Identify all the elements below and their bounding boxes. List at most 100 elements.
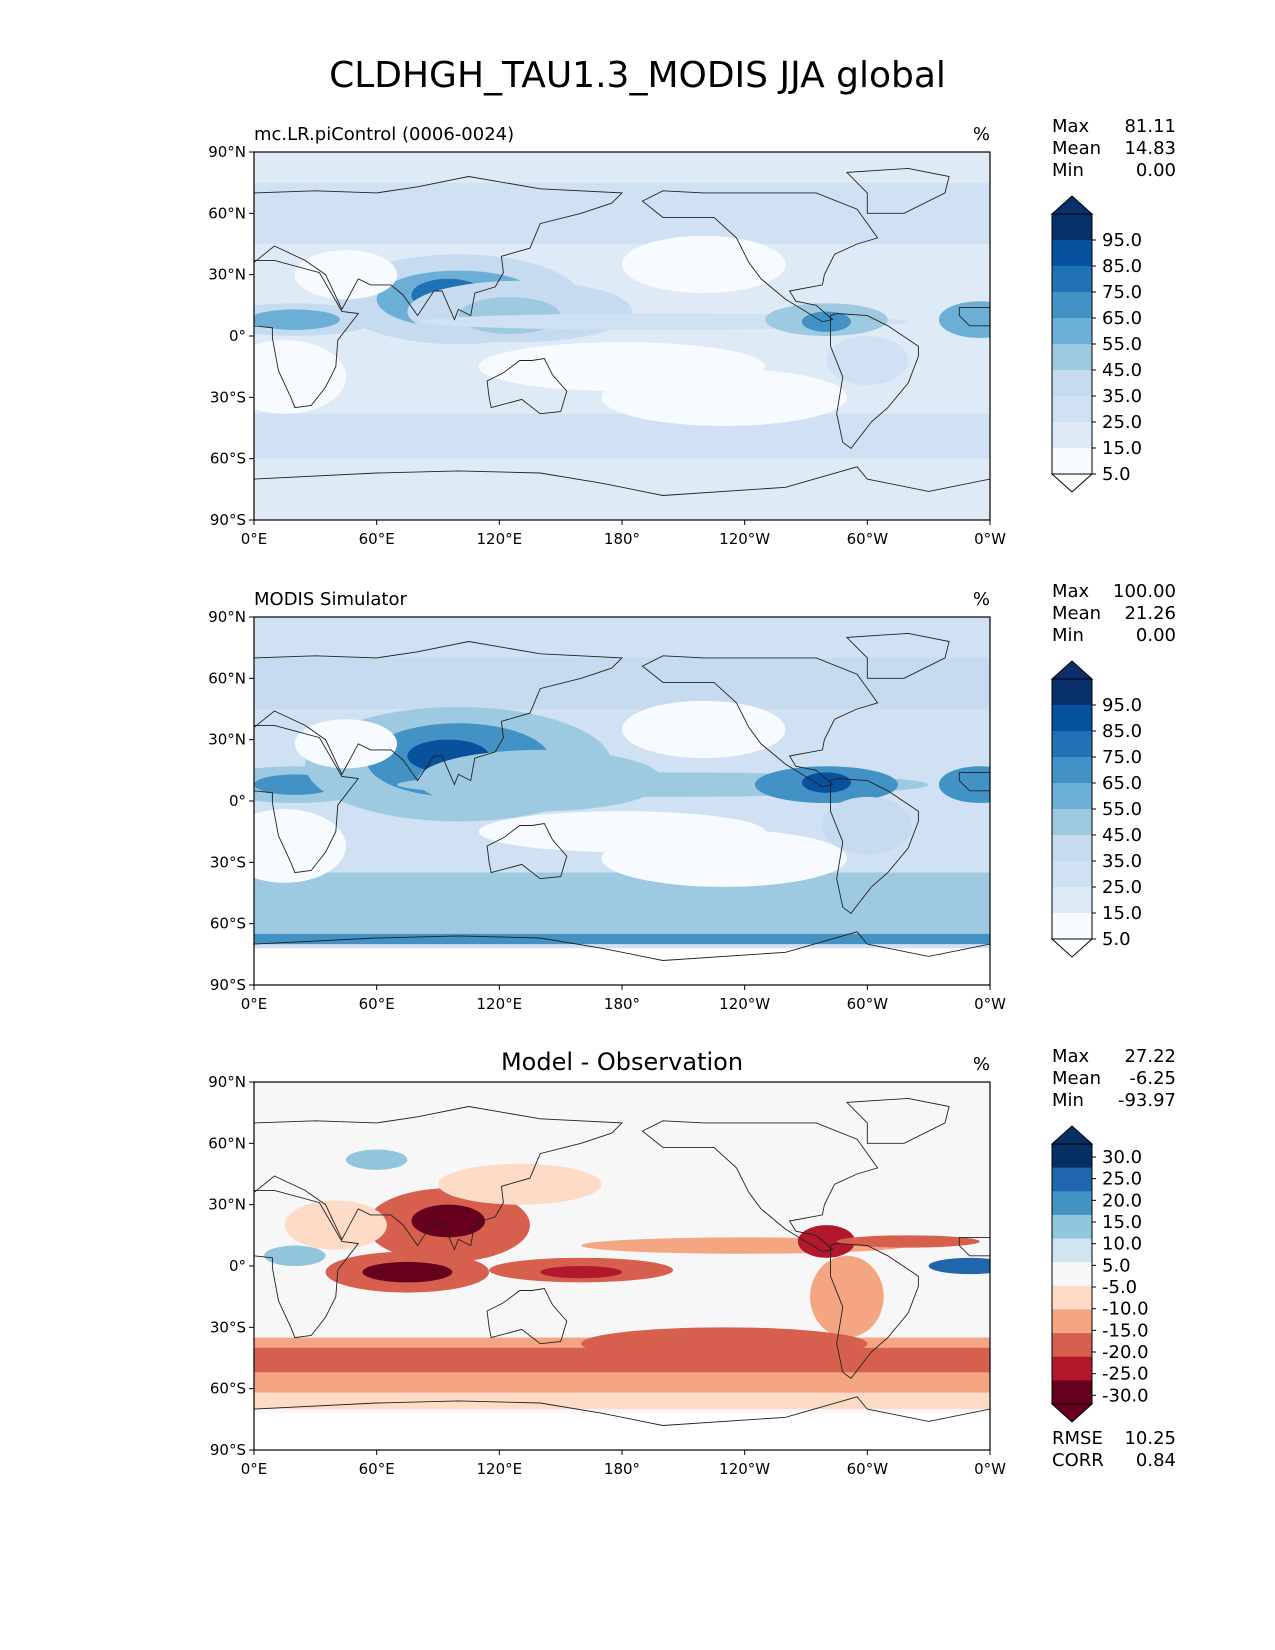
coastline: [486, 823, 568, 880]
y-tick-label: 30°N: [208, 731, 246, 749]
y-tick-label: 90°S: [210, 511, 246, 529]
colorbar-frame: [1051, 1143, 1093, 1405]
colorbar-segment: [1052, 1333, 1092, 1358]
colorbar-tick-label: -15.0: [1102, 1320, 1149, 1341]
y-tick-label: 0°: [229, 1257, 246, 1275]
y-tick-label: 30°S: [210, 853, 246, 871]
y-tick-label: 60°N: [208, 204, 246, 222]
colorbar-tick-label: 10.0: [1102, 1234, 1142, 1255]
stat-label: Max: [1052, 1046, 1090, 1067]
field-band: [254, 872, 990, 941]
colorbar-tick-label: 45.0: [1102, 360, 1142, 381]
colorbar-tick-label: 5.0: [1102, 1255, 1131, 1276]
stat-value: 0.00: [1136, 160, 1176, 181]
units-label: %: [973, 1054, 990, 1075]
stat-value: 21.26: [1124, 603, 1176, 624]
coastline: [254, 176, 624, 321]
colorbar-extend-min: [1050, 473, 1094, 493]
colorbar-segment: [1052, 835, 1092, 862]
colorbar-tick-label: 95.0: [1102, 230, 1142, 251]
stat-value: 27.22: [1124, 1046, 1176, 1067]
colorbar-tick-label: 25.0: [1102, 877, 1142, 898]
y-tick-label: 60°N: [208, 669, 246, 687]
colorbar-tick-label: 85.0: [1102, 256, 1142, 277]
colorbar-segment: [1052, 705, 1092, 732]
coastline: [254, 931, 990, 985]
colorbar-segment: [1052, 1309, 1092, 1334]
x-tick-label: 60°E: [359, 530, 395, 548]
x-tick-label: 60°E: [359, 995, 395, 1013]
field-contours: [254, 617, 990, 985]
x-tick-label: 0°W: [974, 530, 1006, 548]
colorbar-tick-label: 65.0: [1102, 773, 1142, 794]
y-tick-label: 60°S: [210, 1380, 246, 1398]
stat-value: 100.00: [1113, 581, 1176, 602]
field-region: [294, 719, 398, 769]
field-region: [438, 1163, 602, 1205]
y-tick-label: 30°N: [208, 266, 246, 284]
x-tick-label: 120°W: [719, 1460, 770, 1478]
colorbar-segment: [1052, 240, 1092, 267]
x-tick-label: 60°E: [359, 1460, 395, 1478]
panel-title: MODIS Simulator: [254, 589, 407, 610]
y-tick-label: 90°N: [208, 1073, 246, 1091]
colorbar-tick-label: 30.0: [1102, 1147, 1142, 1168]
field-contours: [254, 152, 990, 520]
y-tick-label: 0°: [229, 327, 246, 345]
y-tick-label: 90°S: [210, 1441, 246, 1459]
colorbar-segment: [1052, 809, 1092, 836]
field-region: [622, 700, 786, 759]
field-band: [254, 413, 990, 459]
colorbar-segment: [1052, 422, 1092, 449]
colorbar-tick-label: 20.0: [1102, 1190, 1142, 1211]
map-panel-1: mc.LR.piControl (0006-0024) % 0°E 60°E 120°E…: [208, 116, 1176, 548]
field-band: [254, 1392, 990, 1410]
y-tick-label: 90°N: [208, 608, 246, 626]
y-tick-label: 90°N: [208, 143, 246, 161]
field-region: [822, 796, 913, 855]
colorbar-segment: [1052, 266, 1092, 293]
figure-title: CLDHGH_TAU1.3_MODIS JJA global: [329, 55, 946, 96]
colorbar-tick-label: -5.0: [1102, 1277, 1137, 1298]
stat-value: 14.83: [1124, 138, 1176, 159]
field-region: [284, 1200, 387, 1250]
field-region: [264, 1245, 326, 1267]
y-tick-label: 30°S: [210, 388, 246, 406]
x-tick-label: 180°: [604, 530, 640, 548]
colorbar-tick-label: -25.0: [1102, 1364, 1149, 1385]
stat-value: 0.00: [1136, 625, 1176, 646]
colorbar-tick-label: 75.0: [1102, 747, 1142, 768]
x-tick-label: 0°W: [974, 995, 1006, 1013]
x-tick-label: 180°: [604, 995, 640, 1013]
units-label: %: [973, 124, 990, 145]
coastline: [486, 1288, 568, 1345]
x-tick-label: 120°E: [477, 1460, 523, 1478]
field-region: [254, 809, 346, 883]
colorbar-tick-label: -10.0: [1102, 1299, 1149, 1320]
colorbar-tick-label: 15.0: [1102, 903, 1142, 924]
rmse-value: 10.25: [1124, 1428, 1176, 1449]
colorbar-extend-max: [1050, 1125, 1094, 1145]
colorbar: 30.025.020.015.010.05.0-5.0-10.0-15.0-20…: [1050, 1125, 1149, 1423]
coastline: [254, 1396, 990, 1450]
coastline: [641, 655, 879, 788]
colorbar-segment: [1052, 344, 1092, 371]
colorbar-tick-label: 35.0: [1102, 386, 1142, 407]
colorbar-segment: [1052, 1356, 1092, 1381]
corr-label: CORR: [1052, 1450, 1104, 1471]
colorbar: 95.0 85.0 75.0 65.0 55.0 45.0 35.0 25.0 15.0 5.0: [1050, 660, 1142, 958]
coastline: [958, 1236, 990, 1257]
coastline: [254, 466, 990, 520]
colorbar-tick-label: 5.0: [1102, 929, 1131, 950]
colorbar-segment: [1052, 396, 1092, 423]
x-tick-label: 0°W: [974, 1460, 1006, 1478]
coastline: [254, 1189, 360, 1339]
stat-label: Min: [1052, 625, 1084, 646]
colorbar-segment: [1052, 731, 1092, 758]
field-region: [254, 309, 340, 330]
field-region: [938, 766, 990, 804]
x-tick-label: 60°W: [847, 530, 889, 548]
field-contours: [254, 1082, 990, 1450]
colorbar-extend-max: [1050, 660, 1094, 680]
